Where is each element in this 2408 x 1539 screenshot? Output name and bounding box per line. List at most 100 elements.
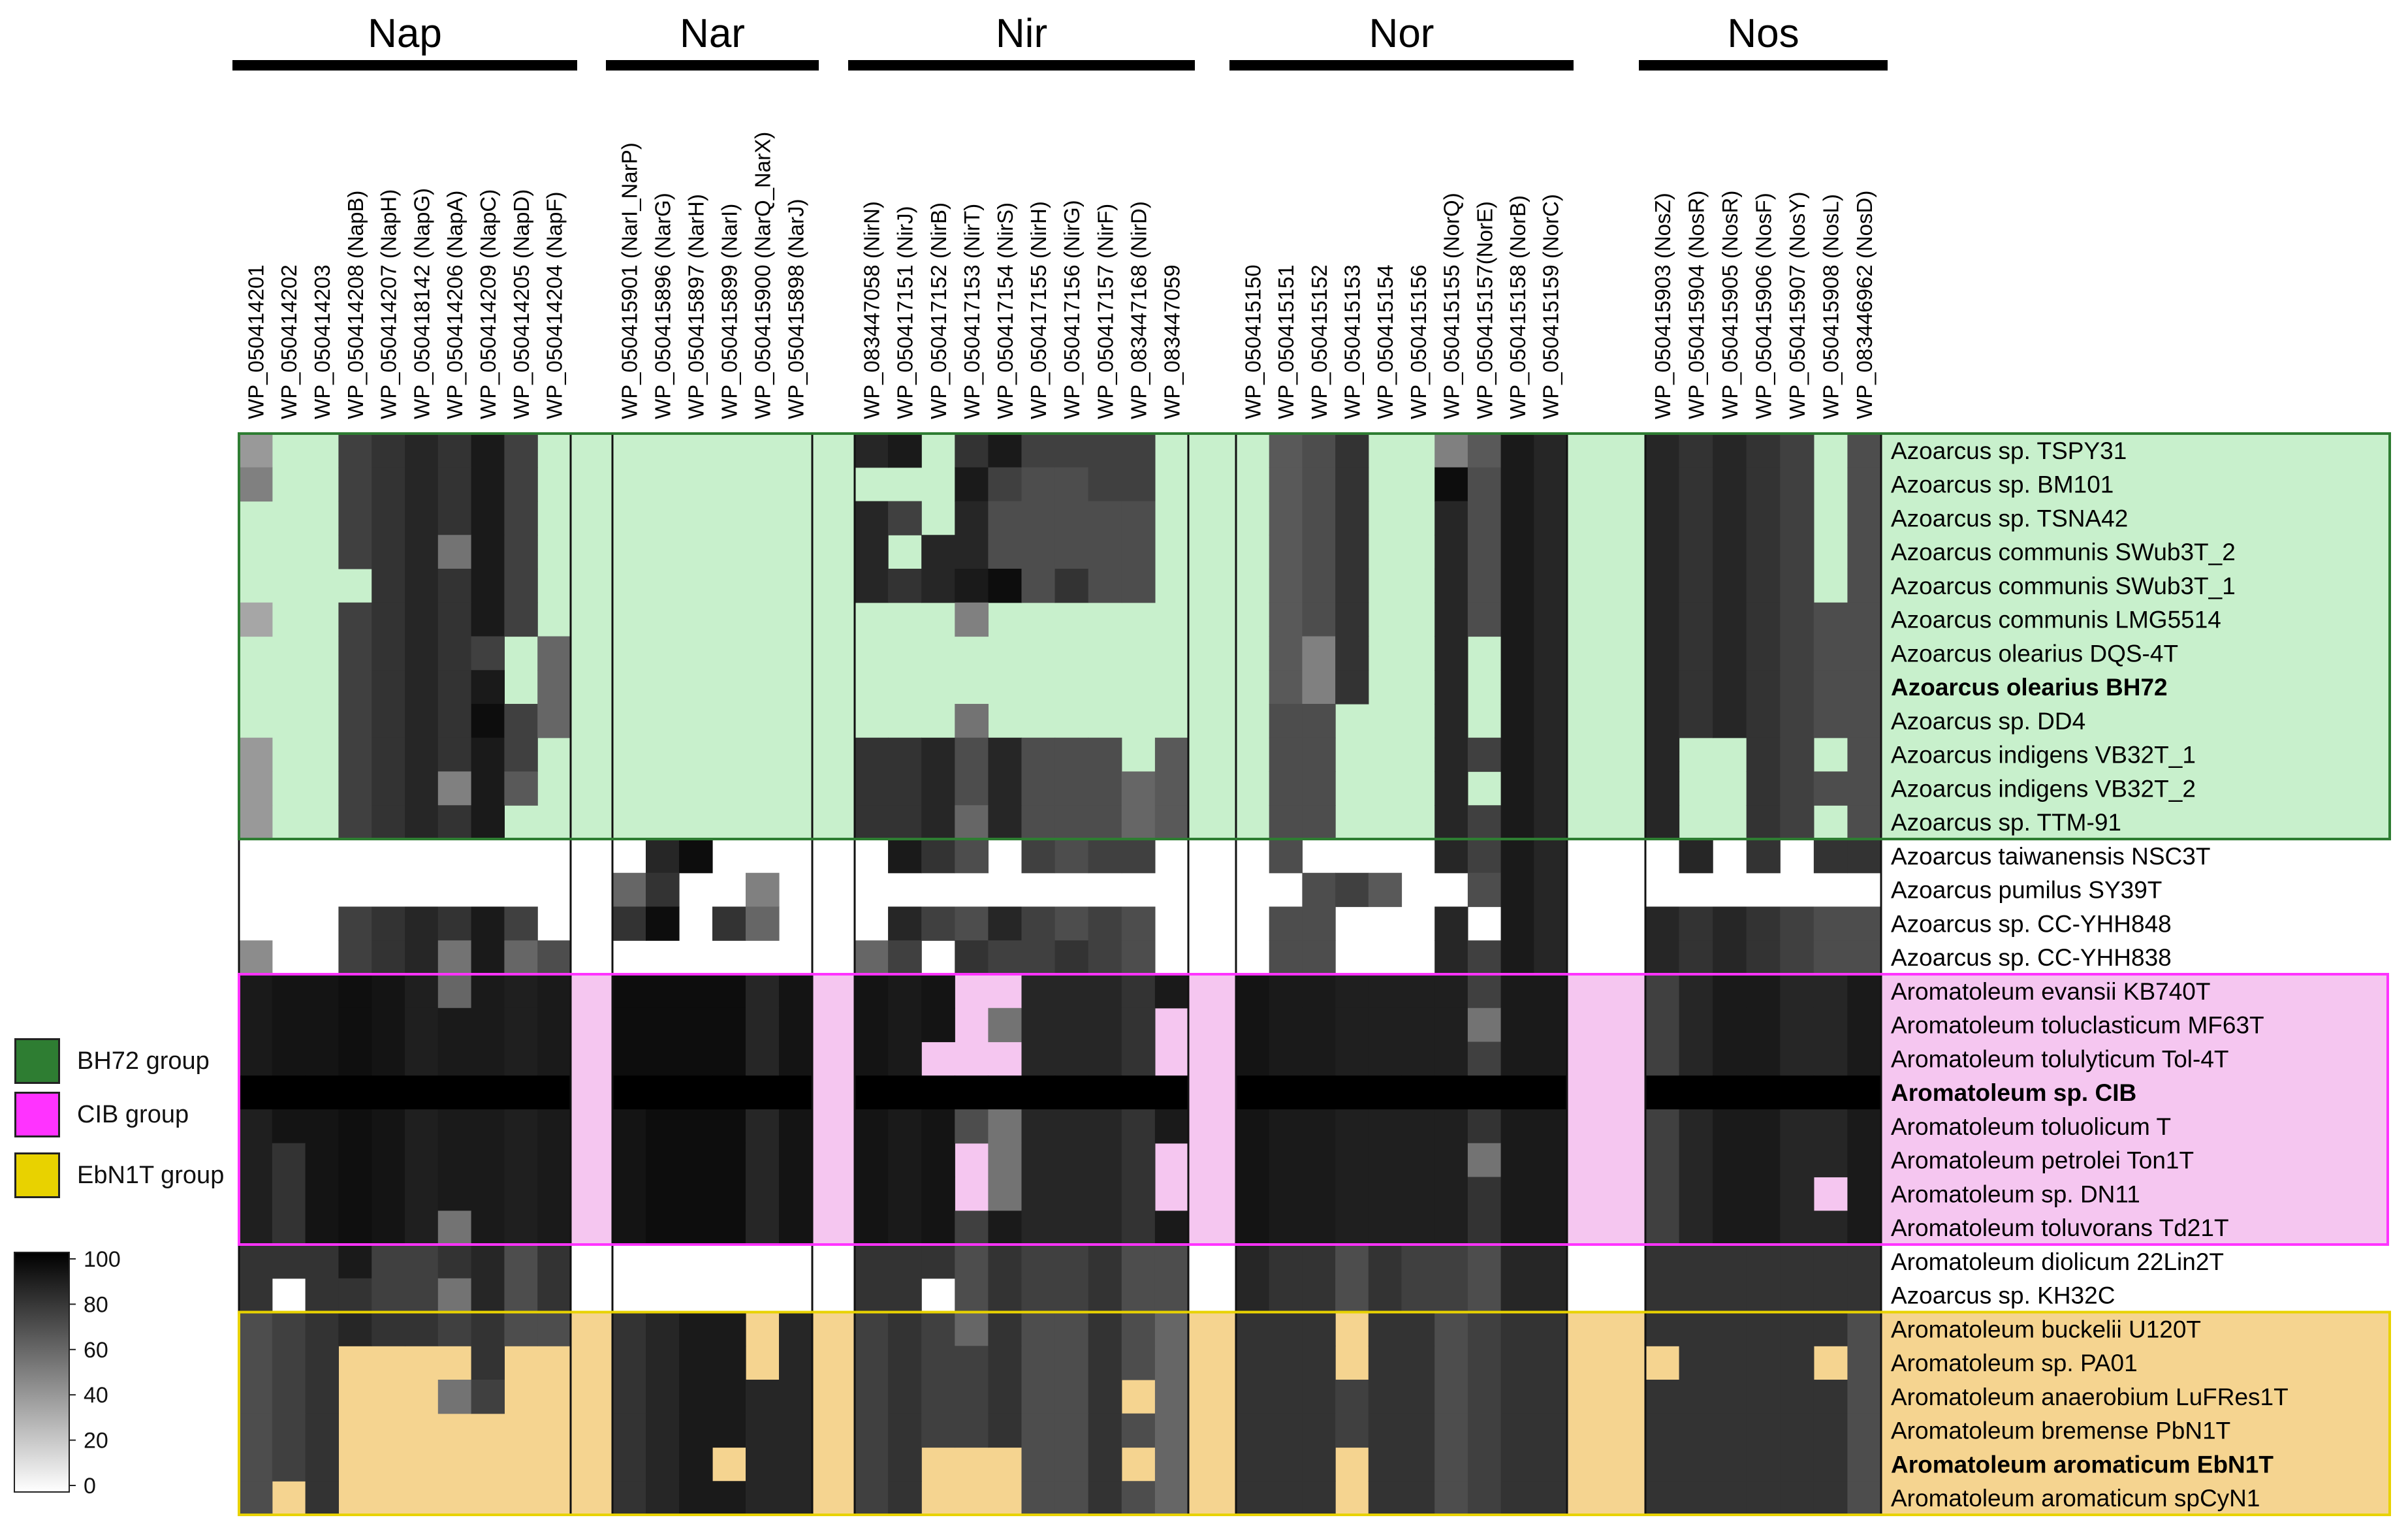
heatmap-cell — [612, 1007, 646, 1043]
heatmap-cell — [338, 805, 372, 840]
heatmap-cell — [1780, 1481, 1814, 1515]
heatmap-cell — [338, 1211, 372, 1245]
heatmap-cell — [1054, 467, 1089, 502]
heatmap-cell — [921, 569, 955, 603]
row-label: Aromatoleum sp. DN11 — [1891, 1181, 2140, 1207]
heatmap-cell — [612, 1380, 646, 1414]
heatmap-cell — [239, 805, 273, 840]
heatmap-cell — [1054, 737, 1089, 772]
heatmap-cell — [1154, 771, 1189, 806]
heatmap-cell — [679, 1413, 713, 1448]
heatmap-cell — [437, 1109, 472, 1144]
heatmap-cell — [1302, 535, 1336, 569]
row-label: Azoarcus communis LMG5514 — [1891, 607, 2221, 633]
heatmap-cell — [471, 1245, 505, 1279]
heatmap-cell — [1236, 1380, 1270, 1414]
heatmap-cell — [537, 974, 571, 1009]
heatmap-cell — [1467, 940, 1502, 975]
heatmap-cell — [1302, 1041, 1336, 1076]
heatmap-cell — [1121, 1413, 1156, 1448]
heatmap-cell — [338, 906, 372, 941]
heatmap-cell — [712, 1177, 746, 1211]
group-band-frame — [238, 432, 2391, 840]
heatmap-cell — [1746, 1245, 1781, 1279]
heatmap-cell — [305, 1413, 339, 1448]
heatmap-cell — [1500, 1380, 1534, 1414]
group-band-frame — [238, 1310, 2391, 1516]
heatmap-cell — [405, 535, 439, 569]
heatmap-cell — [955, 535, 989, 569]
heatmap-cell — [1401, 1177, 1435, 1211]
row-label: Azoarcus olearius BH72 — [1891, 674, 2168, 701]
heatmap-cell — [1746, 940, 1781, 975]
heatmap-cell — [405, 1245, 439, 1279]
heatmap-cell — [612, 1041, 646, 1076]
heatmap-cell — [1154, 737, 1189, 772]
heatmap-cell — [1401, 1278, 1435, 1313]
heatmap-cell — [1467, 974, 1502, 1009]
heatmap-cell — [1679, 1447, 1713, 1482]
heatmap-cell — [504, 501, 538, 535]
heatmap-cell — [1021, 1177, 1056, 1211]
heatmap-cell — [1467, 602, 1502, 637]
heatmap-cell — [1713, 1312, 1747, 1346]
heatmap-cell — [712, 906, 746, 941]
heatmap-cell — [1368, 872, 1402, 908]
heatmap-cell — [405, 1007, 439, 1043]
heatmap-cell — [372, 569, 405, 603]
heatmap-cell — [1500, 1007, 1534, 1043]
heatmap-cell — [1713, 1177, 1747, 1211]
heatmap-cell — [504, 1177, 538, 1211]
heatmap-cell — [1269, 1245, 1303, 1279]
row-label: Aromatoleum anaerobium LuFRes1T — [1891, 1384, 2289, 1410]
heatmap-cell — [1368, 1211, 1402, 1245]
heatmap-cell — [1500, 1075, 1534, 1110]
heatmap-cell — [471, 434, 505, 468]
heatmap-cell — [1500, 434, 1534, 468]
heatmap-cell — [338, 1143, 372, 1178]
heatmap-cell — [1302, 974, 1336, 1009]
heatmap-cell — [239, 940, 273, 975]
group-header-bar — [848, 60, 1195, 71]
heatmap-cell — [1088, 1278, 1122, 1313]
heatmap-cell — [1121, 1278, 1156, 1313]
heatmap-cell — [1467, 467, 1502, 502]
group-header-label: Nor — [1369, 11, 1434, 56]
heatmap-cell — [1534, 839, 1568, 874]
heatmap-cell — [955, 1278, 989, 1313]
heatmap-cell — [1847, 906, 1882, 941]
row-label: Aromatoleum toluclasticum MF63T — [1891, 1012, 2264, 1039]
legend-swatch — [14, 1152, 60, 1198]
heatmap-cell — [437, 569, 472, 603]
heatmap-cell — [471, 1211, 505, 1245]
heatmap-cell — [471, 501, 505, 535]
heatmap-cell — [1645, 906, 1680, 941]
heatmap-cell — [1534, 467, 1568, 502]
heatmap-cell — [1121, 839, 1156, 874]
heatmap-cell — [372, 1109, 405, 1144]
heatmap-cell — [537, 1211, 571, 1245]
heatmap-cell — [779, 1007, 813, 1043]
heatmap-cell — [504, 1007, 538, 1043]
heatmap-cell — [1401, 1143, 1435, 1178]
heatmap-cell — [1368, 1109, 1402, 1144]
heatmap-cell — [1780, 569, 1814, 603]
heatmap-cell — [888, 501, 922, 535]
heatmap-cell — [1121, 906, 1156, 941]
heatmap-cell — [1780, 1211, 1814, 1245]
heatmap-cell — [1467, 1380, 1502, 1414]
heatmap-cell — [1236, 1177, 1270, 1211]
heatmap-cell — [921, 906, 955, 941]
heatmap-cell — [1813, 1413, 1848, 1448]
heatmap-cell — [1813, 1075, 1848, 1110]
heatmap-cell — [779, 1481, 813, 1515]
heatmap-cells — [239, 434, 1882, 1515]
heatmap-cell — [1847, 1075, 1882, 1110]
heatmap-cell — [1368, 1346, 1402, 1380]
heatmap-cell — [471, 636, 505, 671]
heatmap-cell — [888, 974, 922, 1009]
heatmap-cell — [1236, 1041, 1270, 1076]
heatmap-cell — [1368, 974, 1402, 1009]
heatmap-cell — [1021, 1447, 1056, 1482]
heatmap-cell — [272, 1245, 306, 1279]
